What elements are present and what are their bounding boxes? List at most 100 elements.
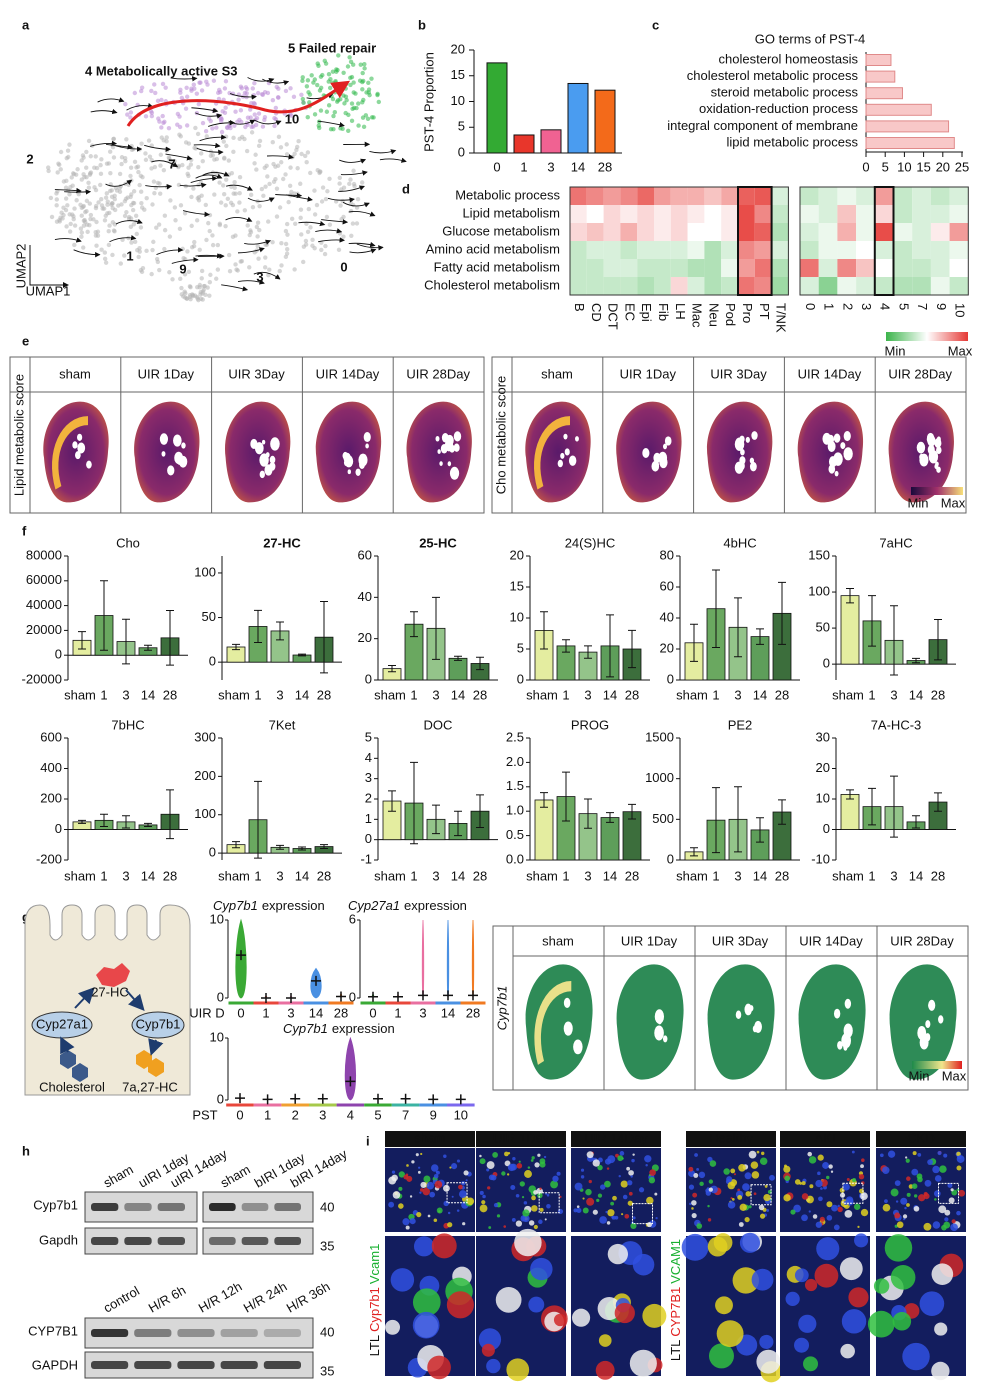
tissue-gap	[936, 466, 941, 473]
umap-cell	[134, 231, 139, 237]
umap-cell	[112, 193, 117, 199]
tissue-section	[224, 401, 291, 503]
legend-label: Max	[941, 495, 966, 510]
umap-cell	[132, 239, 138, 244]
heatmap-cell	[949, 205, 969, 223]
umap-cell	[68, 185, 73, 190]
y-tick-label: 2.5	[506, 729, 524, 744]
stain-name: Vcam1	[367, 1244, 382, 1284]
umap-cell	[172, 205, 178, 210]
heatmap-cell	[818, 187, 838, 205]
umap-cell	[274, 214, 280, 219]
umap-cell	[138, 88, 144, 94]
tissue-gap	[754, 1020, 762, 1033]
umap-cell	[360, 180, 365, 185]
stain-spot	[553, 1313, 567, 1327]
stain-spot	[450, 1163, 458, 1170]
stain-spot	[486, 1358, 501, 1374]
stain-spot	[744, 1217, 750, 1223]
y-tick-label: 2.0	[506, 754, 524, 769]
tissue-gap	[181, 442, 186, 449]
tissue-gap	[270, 437, 280, 451]
umap-cell	[49, 214, 55, 220]
umap-cell	[88, 154, 93, 159]
heatmap-cell	[637, 277, 654, 295]
umap-cell	[221, 183, 226, 188]
x-tick-label: 3	[890, 868, 897, 883]
umap-cell	[351, 80, 356, 85]
tissue-gap	[928, 999, 936, 1011]
tissue-gap	[662, 443, 668, 450]
x-tick-label: 1	[100, 687, 107, 702]
umap-cell	[273, 176, 278, 182]
stain-spot	[801, 1214, 808, 1222]
x-tick-label: 1	[394, 1005, 401, 1020]
heatmap-cell	[586, 205, 604, 223]
stain-spot	[409, 1195, 413, 1198]
stain-spot	[501, 1171, 506, 1176]
umap-cell	[265, 90, 271, 96]
umap-cell	[128, 173, 133, 179]
error-bar	[232, 841, 240, 849]
stain-spot	[488, 1174, 495, 1181]
streamline	[317, 237, 345, 243]
streamline	[339, 158, 367, 164]
error-bar	[78, 819, 86, 824]
umap-cell	[106, 229, 111, 234]
heatmap-cell	[893, 223, 913, 241]
umap-cell	[337, 175, 342, 180]
umap-cell	[65, 148, 71, 153]
title-text: expression	[332, 1021, 395, 1036]
molecule	[96, 963, 130, 987]
streamline	[298, 220, 326, 227]
x-tick-label: 0	[862, 159, 869, 174]
heatmap-cell	[620, 241, 638, 259]
heatmap-cell	[818, 259, 838, 277]
stain-spot	[758, 1204, 765, 1211]
stain-spot	[646, 1196, 654, 1205]
umap-cell	[193, 125, 198, 131]
trajectory-arrow	[126, 80, 351, 127]
tissue-gap	[936, 446, 942, 455]
tissue	[315, 401, 382, 503]
tissue-gap	[174, 451, 184, 465]
umap-cell	[94, 219, 99, 225]
heatmap-cell	[837, 205, 857, 223]
umap-cell	[288, 165, 293, 170]
stain-spot	[902, 1342, 930, 1371]
umap-cell	[305, 229, 311, 235]
stain-spot	[556, 1171, 561, 1176]
y-tick-label: 0	[349, 989, 356, 1004]
streamline	[195, 112, 223, 119]
stain-spot	[423, 1175, 431, 1183]
heatmap-cell	[930, 187, 950, 205]
umap-cell	[160, 81, 166, 87]
row-label: Metabolic process	[455, 187, 560, 202]
umap-cell	[100, 206, 105, 211]
streamline	[97, 97, 125, 103]
tissue-gap	[927, 444, 935, 455]
stain-spot	[528, 1220, 535, 1226]
x-tick-label: 1	[100, 868, 107, 883]
tissue-gap	[342, 451, 349, 460]
umap-cell	[320, 72, 325, 78]
stain-spot	[884, 1199, 888, 1204]
stain-spot	[842, 1183, 850, 1191]
umap-cell	[130, 207, 136, 213]
stain-spot	[830, 1170, 834, 1173]
umap-cell	[251, 124, 256, 129]
x-tick-label: 3	[734, 868, 741, 883]
stain-spot	[860, 1164, 864, 1169]
tissue-gap	[837, 1040, 843, 1050]
umap-cell	[262, 165, 267, 170]
umap-cell	[161, 167, 167, 173]
column-label: 3	[859, 303, 874, 310]
stain-spot	[611, 1215, 614, 1219]
x-tick-label: sham	[64, 868, 96, 883]
y-tick-label: 10	[210, 911, 224, 926]
umap-cell	[249, 130, 255, 135]
heatmap-cell	[670, 223, 688, 241]
tissue-gap	[843, 1023, 853, 1038]
heatmap-cell	[654, 205, 671, 223]
streamline	[317, 120, 345, 128]
